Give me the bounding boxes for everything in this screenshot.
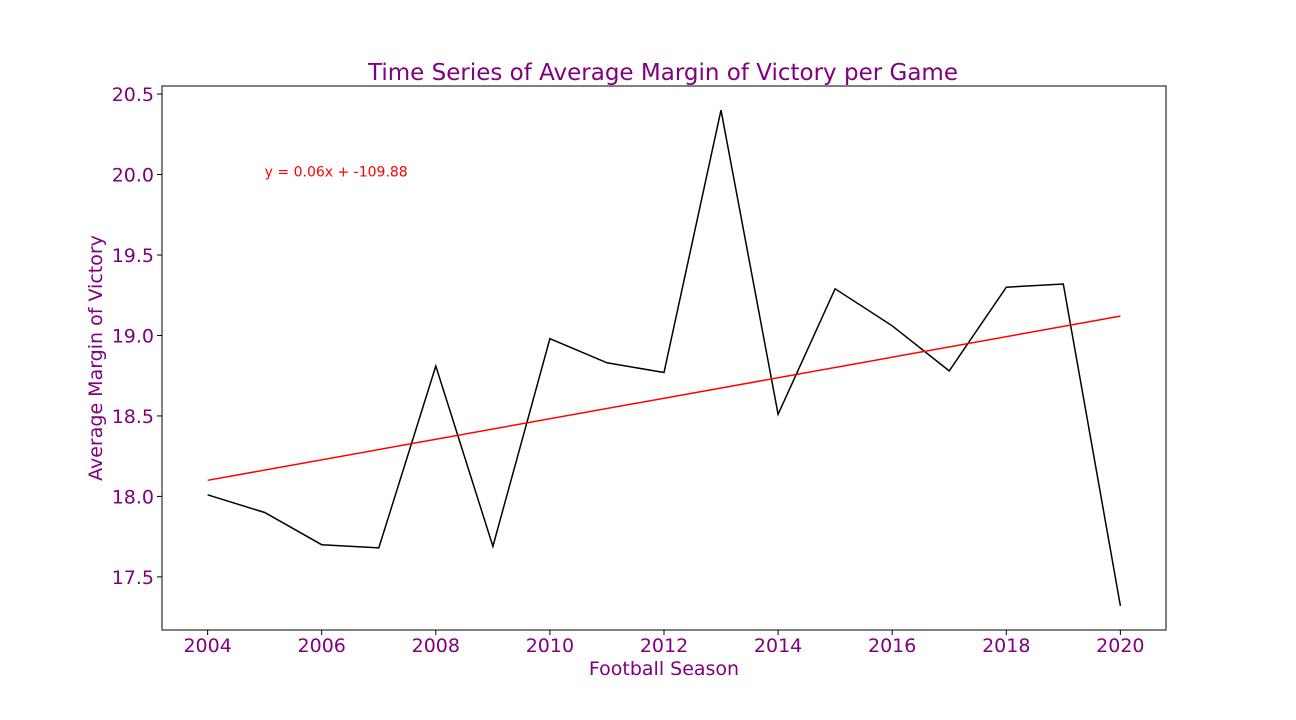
x-axis-ticks: 2004 2006 2008 2010 2012 2014 2016 2018 2020: [183, 630, 1145, 657]
x-tick-label: 2020: [1096, 635, 1144, 657]
y-tick-label: 17.5: [112, 567, 154, 589]
y-tick-label: 19.0: [112, 325, 154, 347]
y-tick-label: 20.0: [112, 165, 154, 187]
trend-equation-annotation: y = 0.06x + -109.88: [265, 165, 408, 181]
y-tick-label: 19.5: [112, 245, 154, 267]
y-tick-label: 20.5: [112, 84, 154, 106]
x-tick-label: 2018: [982, 635, 1030, 657]
plot-frame: [161, 85, 1167, 631]
y-tick-label: 18.5: [112, 406, 154, 428]
chart-title: Time Series of Average Margin of Victory…: [367, 60, 958, 86]
x-tick-label: 2008: [412, 635, 460, 657]
y-tick-label: 18.0: [112, 486, 154, 508]
x-axis-label: Football Season: [589, 658, 739, 680]
y-axis-label: Average Margin of Victory: [85, 235, 107, 481]
x-tick-label: 2014: [754, 635, 802, 657]
x-tick-label: 2004: [183, 635, 231, 657]
x-tick-label: 2006: [298, 635, 346, 657]
x-tick-label: 2012: [640, 635, 688, 657]
x-tick-label: 2016: [868, 635, 916, 657]
y-axis-ticks: 17.5 18.0 18.5 19.0 19.5 20.0 20.5: [112, 84, 162, 589]
x-tick-label: 2010: [526, 635, 574, 657]
trend-line: [207, 315, 1121, 482]
